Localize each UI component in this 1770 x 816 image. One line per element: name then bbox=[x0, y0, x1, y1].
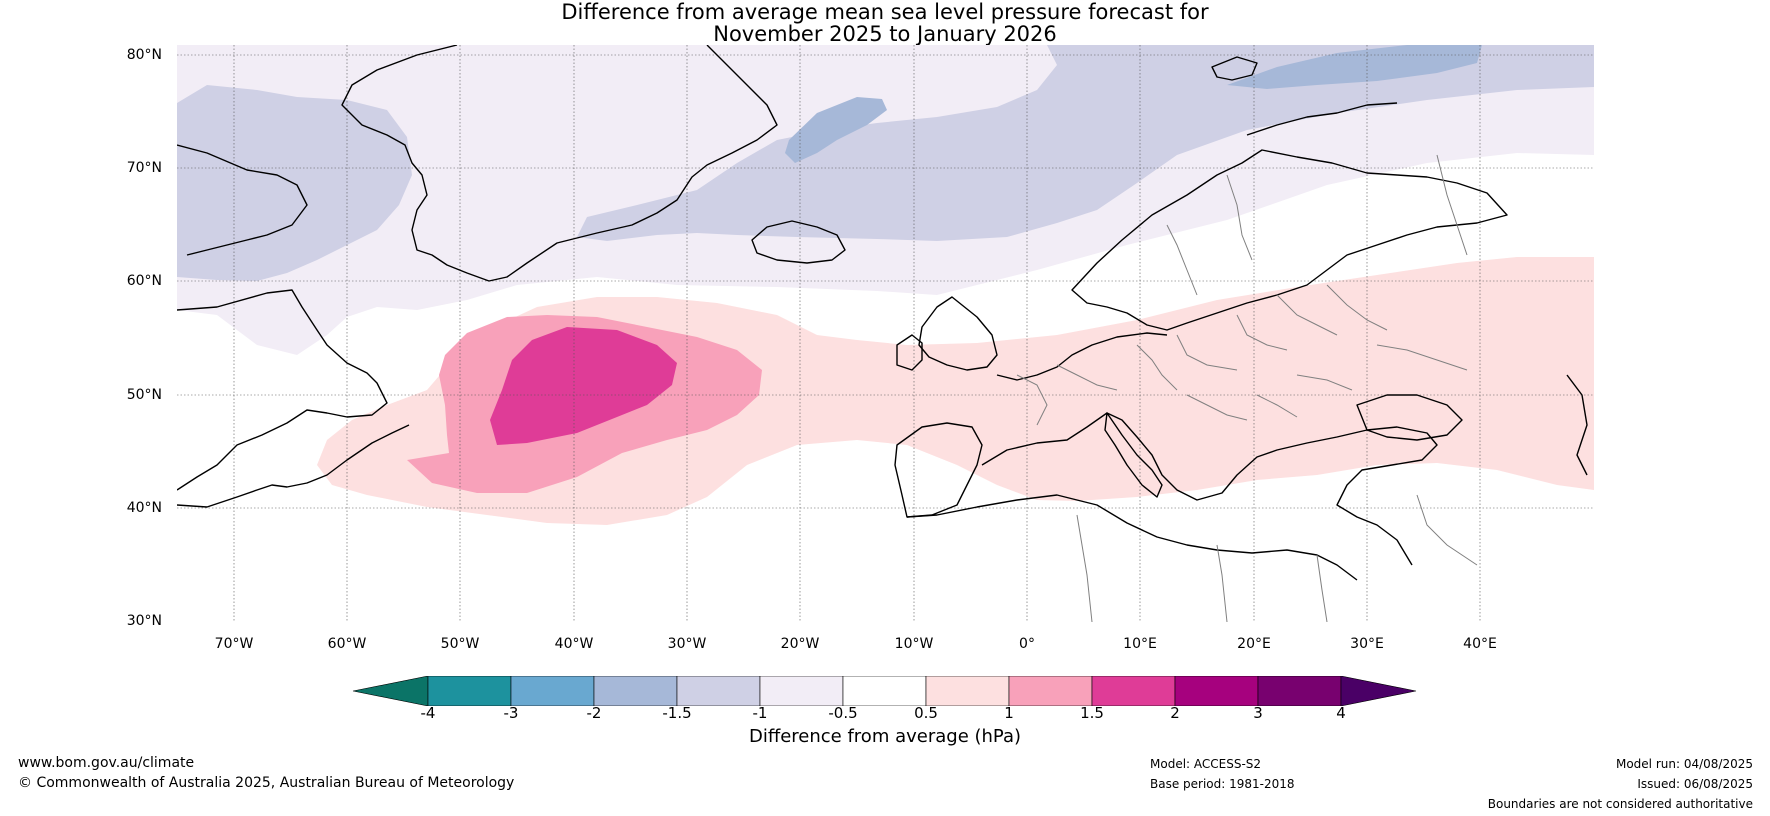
lon-label-20w: 20°W bbox=[780, 636, 820, 652]
colorbar-segment bbox=[510, 676, 595, 706]
russia-north-coast bbox=[1246, 102, 1398, 136]
lon-label-40e: 40°E bbox=[1463, 636, 1497, 652]
colorbar-tick-neg1: -1 bbox=[752, 704, 768, 722]
black-sea-coast bbox=[1356, 394, 1463, 441]
country-borders bbox=[1016, 154, 1478, 622]
lon-label-60w: 60°W bbox=[327, 636, 367, 652]
lat-label-50n: 50°N bbox=[126, 387, 162, 403]
lat-label-80n: 80°N bbox=[126, 47, 162, 63]
footer-base-period: Base period: 1981-2018 bbox=[1150, 777, 1295, 791]
lon-label-20e: 20°E bbox=[1237, 636, 1271, 652]
scandinavia-coast bbox=[1071, 149, 1508, 331]
lon-label-50w: 50°W bbox=[440, 636, 480, 652]
lon-label-0: 0° bbox=[1019, 636, 1035, 652]
footer-model: Model: ACCESS-S2 bbox=[1150, 757, 1262, 771]
colorbar-tick-neg3: -3 bbox=[503, 704, 519, 722]
colorbar-tick-4: 4 bbox=[1336, 704, 1346, 722]
svalbard-coast bbox=[1211, 56, 1258, 81]
colorbar-extend-low bbox=[352, 676, 429, 706]
colorbar bbox=[352, 676, 1417, 706]
footer-website: www.bom.gov.au/climate bbox=[18, 755, 195, 771]
colorbar-title: Difference from average (hPa) bbox=[748, 726, 1022, 747]
footer-model-run: Model run: 04/08/2025 bbox=[1615, 757, 1753, 771]
lat-label-30n: 30°N bbox=[126, 613, 162, 629]
colorbar-tick-1.5: 1.5 bbox=[1080, 704, 1104, 722]
colorbar-tick-neg2: -2 bbox=[586, 704, 602, 722]
colorbar-tick-2: 2 bbox=[1170, 704, 1180, 722]
lon-label-10e: 10°E bbox=[1123, 636, 1157, 652]
colorbar-tick-0.5: 0.5 bbox=[914, 704, 938, 722]
colorbar-segment bbox=[842, 676, 927, 706]
colorbar-tick-neg1.5: -1.5 bbox=[662, 704, 692, 722]
colorbar-segment bbox=[759, 676, 844, 706]
graticule bbox=[177, 45, 1594, 622]
footer-copyright: © Commonwealth of Australia 2025, Austra… bbox=[18, 775, 515, 791]
footer-issued: Issued: 06/08/2025 bbox=[1637, 777, 1753, 791]
lon-label-10w: 10°W bbox=[894, 636, 934, 652]
ireland-coast bbox=[896, 334, 923, 371]
colorbar-segment bbox=[1174, 676, 1259, 706]
lon-label-30w: 30°W bbox=[667, 636, 707, 652]
anomaly-region-neg-1-to-neg-1.5-east bbox=[567, 45, 1594, 241]
colorbar-segment bbox=[925, 676, 1010, 706]
colorbar-segment bbox=[1008, 676, 1093, 706]
colorbar-segment bbox=[676, 676, 761, 706]
anomaly-region-0.5-to-1 bbox=[317, 257, 1594, 525]
colorbar-segment bbox=[1091, 676, 1176, 706]
map-title-line2: November 2025 to January 2026 bbox=[713, 22, 1057, 46]
lat-label-70n: 70°N bbox=[126, 160, 162, 176]
colorbar-segment bbox=[1257, 676, 1342, 706]
colorbar-tick-neg4: -4 bbox=[420, 704, 436, 722]
baffin-coast bbox=[177, 144, 308, 256]
greenland-coast bbox=[341, 45, 778, 282]
north-africa-coast bbox=[906, 494, 1358, 581]
colorbar-extend-high bbox=[1340, 676, 1417, 706]
labrador-coast bbox=[177, 289, 388, 491]
north-america-east-coast bbox=[177, 424, 410, 508]
lat-label-40n: 40°N bbox=[126, 500, 162, 516]
colorbar-tick-3: 3 bbox=[1253, 704, 1263, 722]
colorbar-segment bbox=[593, 676, 678, 706]
lat-label-60n: 60°N bbox=[126, 273, 162, 289]
lon-label-70w: 70°W bbox=[214, 636, 254, 652]
iceland-coast bbox=[751, 220, 846, 264]
colorbar-tick-neg0.5: -0.5 bbox=[828, 704, 858, 722]
pressure-anomaly-map bbox=[177, 45, 1594, 622]
colorbar-tick-1: 1 bbox=[1004, 704, 1014, 722]
coastlines bbox=[177, 45, 1588, 581]
italy-coast bbox=[1104, 412, 1163, 498]
map-title-line1: Difference from average mean sea level p… bbox=[561, 0, 1209, 24]
lon-label-40w: 40°W bbox=[554, 636, 594, 652]
anomaly-region-1.5-to-2 bbox=[490, 327, 677, 445]
anomaly-region-neg-1.5-to-neg-2-svalbard bbox=[1227, 45, 1482, 89]
footer-disclaimer: Boundaries are not considered authoritat… bbox=[1487, 797, 1753, 811]
lon-label-30e: 30°E bbox=[1350, 636, 1384, 652]
colorbar-segment bbox=[427, 676, 512, 706]
caspian-coast bbox=[1566, 374, 1588, 476]
anomaly-region-neg-1.5-to-neg-2 bbox=[785, 97, 887, 163]
british-isles-coast bbox=[918, 296, 998, 371]
